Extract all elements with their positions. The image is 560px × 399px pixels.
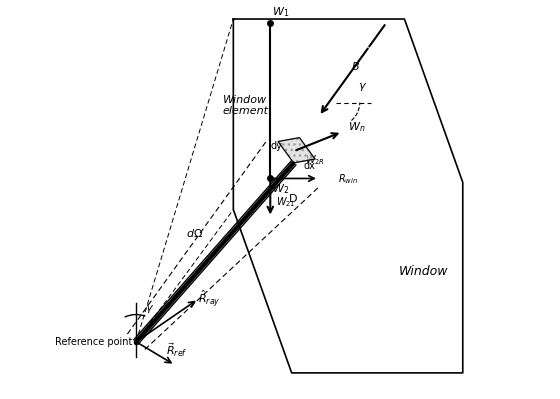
Text: Reference point: Reference point [55, 337, 132, 347]
Text: $\gamma$: $\gamma$ [145, 303, 154, 315]
Text: $\hat{R}_{ray}$: $\hat{R}_{ray}$ [198, 288, 221, 309]
Text: $\gamma$: $\gamma$ [358, 81, 367, 93]
Text: dy: dy [270, 141, 282, 151]
Text: Window: Window [399, 265, 449, 278]
Text: Window
element: Window element [222, 95, 268, 116]
Text: $W_{21}$: $W_{21}$ [276, 195, 296, 209]
Polygon shape [278, 138, 315, 163]
Text: $\vec{R}_{ref}$: $\vec{R}_{ref}$ [166, 342, 188, 359]
Text: $W_2$: $W_2$ [272, 182, 290, 196]
Text: $W_{2R}$: $W_{2R}$ [305, 153, 325, 167]
Text: $d\Omega$: $d\Omega$ [186, 227, 203, 239]
Text: D: D [290, 194, 298, 204]
Text: dx: dx [303, 161, 315, 171]
Text: B: B [352, 61, 360, 71]
Text: $W_n$: $W_n$ [348, 120, 366, 134]
Text: $R_{win}$: $R_{win}$ [338, 172, 358, 186]
Text: $W_1$: $W_1$ [272, 5, 290, 19]
